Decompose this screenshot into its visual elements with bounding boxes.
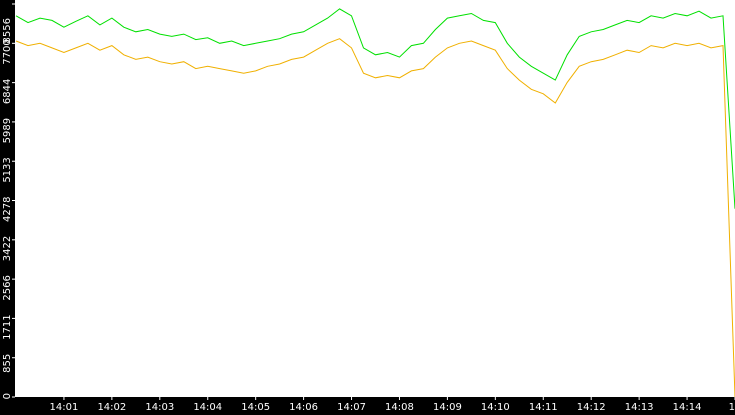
y-tick-label: 6844 xyxy=(2,79,13,104)
x-tick-label: 14:13 xyxy=(625,402,654,413)
x-tick-label: 14:02 xyxy=(97,402,126,413)
y-tick-label: 855 xyxy=(2,354,13,373)
x-tick-label: 14:10 xyxy=(481,402,510,413)
x-tick-label: 14:11 xyxy=(529,402,558,413)
y-tick-label: 8556 xyxy=(2,18,13,43)
series-line xyxy=(15,8,735,209)
y-tick-label: 0 xyxy=(2,393,13,399)
x-tick-label: 14:14 xyxy=(673,402,702,413)
y-tick-label: 7700 xyxy=(2,39,13,64)
y-tick-label: 2566 xyxy=(2,275,13,300)
x-tick-label: 14:08 xyxy=(385,402,414,413)
x-tick-label: 14:06 xyxy=(289,402,318,413)
x-tick-label: 14:04 xyxy=(193,402,222,413)
x-tick-label: 14 xyxy=(729,402,735,413)
x-tick-label: 14:05 xyxy=(241,402,270,413)
x-tick-label: 14:09 xyxy=(433,402,462,413)
x-tick-label: 14:12 xyxy=(577,402,606,413)
x-tick-label: 14:07 xyxy=(337,402,366,413)
x-axis-strip xyxy=(0,397,735,415)
series-line xyxy=(15,38,735,398)
y-tick-label: 4278 xyxy=(2,197,13,222)
y-tick-label: 5989 xyxy=(2,118,13,143)
y-axis-strip xyxy=(0,0,15,415)
x-tick-label: 14:03 xyxy=(145,402,174,413)
y-tick-label: 1711 xyxy=(2,314,13,339)
y-tick-label: 5133 xyxy=(2,157,13,182)
x-tick-label: 14:01 xyxy=(50,402,79,413)
y-tick-label: 3422 xyxy=(2,236,13,261)
